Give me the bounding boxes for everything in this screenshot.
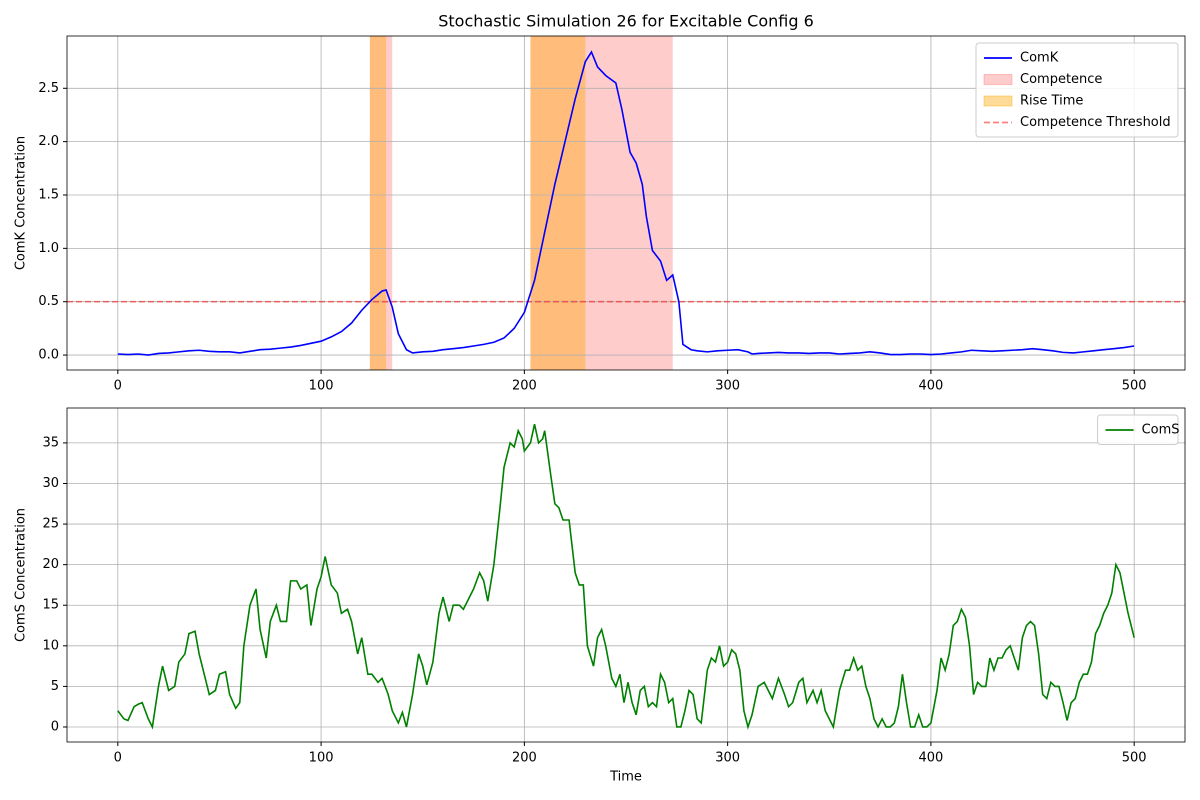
axes-frame — [66, 407, 1186, 743]
y-tick-label: 5 — [51, 679, 59, 694]
legend-label: ComS — [1142, 423, 1180, 438]
plot-area — [67, 50, 1185, 356]
legend-label: ComK — [1020, 51, 1059, 66]
y-tick-label: 10 — [42, 638, 59, 653]
x-tick-label: 0 — [114, 379, 122, 394]
y-tick-label: 25 — [42, 517, 59, 532]
x-tick-label: 100 — [309, 379, 334, 394]
y-tick-label: 35 — [42, 435, 59, 450]
x-tick-label: 400 — [918, 751, 943, 766]
legend-label: Competence Threshold — [1020, 115, 1171, 130]
span — [369, 36, 387, 370]
legend: ComS — [1097, 414, 1180, 445]
y-axis-label: ComS Concentration — [14, 508, 29, 642]
x-tick-label: 100 — [309, 751, 334, 766]
x-tick-label: 400 — [918, 379, 943, 394]
y-tick-label: 0.5 — [38, 294, 59, 309]
x-tick-label: 500 — [1122, 751, 1147, 766]
y-axis-label: ComK Concentration — [14, 136, 29, 270]
legend-label: Rise Time — [1020, 94, 1083, 109]
y-tick-label: 20 — [42, 557, 59, 572]
span — [530, 36, 586, 370]
x-tick-label: 500 — [1122, 379, 1147, 394]
y-tick-label: 1.0 — [38, 241, 59, 256]
y-tick-label: 15 — [42, 598, 59, 613]
legend-label: Competence — [1020, 72, 1102, 87]
span — [369, 36, 393, 370]
x-axis-label: Time — [609, 770, 642, 785]
line-series — [117, 424, 1135, 730]
subplot: 0 100 200 300 400 500 0 5 10 15 20 25 30 35 Time ComS C… — [14, 407, 1186, 785]
plot-area — [117, 424, 1135, 730]
x-tick-label: 300 — [715, 751, 740, 766]
axes-frame — [66, 35, 1186, 371]
y-tick-label: 30 — [42, 476, 59, 491]
y-tick-label: 1.5 — [38, 187, 59, 202]
y-tick-label: 0 — [51, 719, 59, 734]
y-tick-label: 2.5 — [38, 81, 59, 96]
line-series — [117, 50, 1135, 356]
chart-title: Stochastic Simulation 26 for Excitable C… — [438, 12, 814, 31]
x-tick-label: 200 — [512, 379, 537, 394]
legend-swatch — [983, 95, 1013, 107]
y-tick-label: 0.0 — [38, 348, 59, 363]
span — [530, 36, 673, 370]
x-tick-label: 200 — [512, 751, 537, 766]
legend-swatch — [983, 74, 1013, 85]
subplot: 0 100 200 300 400 500 0.0 0.5 1.0 1.5 2.0 2.5 Stocha… — [14, 12, 1186, 394]
legend-box — [975, 42, 1179, 138]
legend-box — [1097, 414, 1179, 445]
y-tick-label: 2.0 — [38, 134, 59, 149]
legend: ComK Competence Rise Time Competence Thresh… — [975, 42, 1179, 138]
x-tick-label: 300 — [715, 379, 740, 394]
x-tick-label: 0 — [114, 751, 122, 766]
